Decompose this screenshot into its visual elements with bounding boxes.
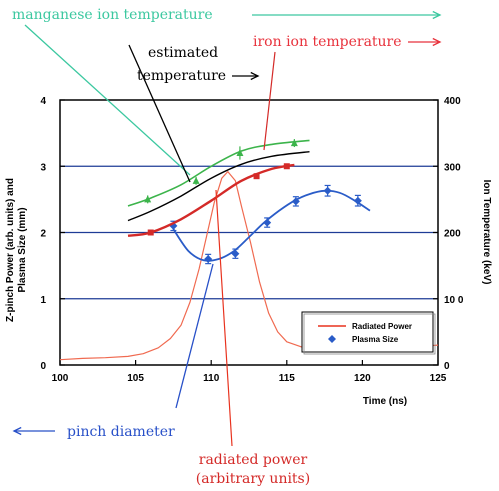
manganese-point-2 bbox=[236, 149, 244, 156]
annotation-estimated-leader bbox=[128, 44, 191, 183]
y-right-tick-label-0: 0 bbox=[444, 361, 450, 372]
y-right-tick-label-1: 10 0 bbox=[444, 295, 464, 306]
annotation-pinch-leader bbox=[175, 263, 214, 409]
annotation-manganese-text: manganese ion temperature bbox=[12, 7, 213, 23]
annotation-manganese-arrowhead bbox=[432, 10, 442, 20]
annotation-radiated-leader bbox=[215, 189, 233, 447]
x-tick-label-4: 120 bbox=[354, 373, 371, 384]
legend-plasma-size-swatch bbox=[328, 335, 336, 343]
x-tick-label-0: 100 bbox=[52, 373, 69, 384]
plasma-size-point-3 bbox=[263, 218, 272, 227]
iron-point-2 bbox=[283, 163, 290, 170]
plasma-size-point-1 bbox=[204, 255, 213, 263]
x-tick-label-1: 105 bbox=[127, 373, 144, 384]
manganese-point-3 bbox=[290, 139, 298, 147]
y-left-tick-label-3: 3 bbox=[40, 162, 46, 173]
y-left-tick-label-2: 2 bbox=[40, 229, 46, 240]
plasma-size-point-2 bbox=[231, 249, 240, 258]
x-tick-label-5: 125 bbox=[430, 373, 447, 384]
iron-point-0 bbox=[147, 229, 154, 236]
y-right-tick-label-4: 400 bbox=[444, 96, 461, 107]
annotation-estimated-text-line1: estimated bbox=[148, 45, 218, 61]
series-manganese-fit bbox=[127, 139, 310, 207]
legend-radiated-power-label: Radiated Power bbox=[352, 322, 412, 331]
annotation-pinch-text: pinch diameter bbox=[67, 424, 175, 440]
annotation-iron-leader bbox=[263, 51, 276, 151]
series-plasma-size-fit bbox=[172, 189, 371, 262]
y-left-axis-title-line2: Plasma Size (mm) bbox=[17, 207, 28, 292]
manganese-point-0 bbox=[144, 195, 152, 203]
series-estimated-temperature-line bbox=[127, 151, 310, 222]
annotation-radiated-text-line1: radiated power bbox=[199, 452, 308, 468]
annotation-estimated-text-line2: temperature bbox=[137, 68, 226, 84]
annotation-iron-arrowhead bbox=[432, 37, 442, 47]
plasma-size-point-6 bbox=[353, 196, 362, 205]
legend-shadow bbox=[303, 313, 436, 355]
x-tick-label-2: 110 bbox=[203, 373, 220, 384]
x-tick-label-3: 115 bbox=[279, 373, 296, 384]
y-right-tick-label-3: 300 bbox=[444, 162, 461, 173]
legend: Radiated Power Plasma Size bbox=[301, 311, 436, 355]
manganese-point-1 bbox=[192, 176, 200, 184]
y-right-axis-title: Ion Temperature (keV) bbox=[481, 180, 492, 285]
annotation-pinch-arrowhead bbox=[12, 426, 22, 436]
y-right-tick-label-2: 200 bbox=[444, 229, 461, 240]
y-left-tick-label-4: 4 bbox=[40, 96, 46, 107]
y-left-axis-title-line1: Z-pinch Power (arb. units) and bbox=[5, 178, 16, 322]
legend-box bbox=[301, 311, 434, 353]
annotation-manganese-leader bbox=[24, 24, 191, 176]
annotation-estimated-arrowhead bbox=[250, 71, 260, 81]
series-iron-fit bbox=[127, 163, 295, 237]
y-left-tick-label-1: 1 bbox=[40, 295, 46, 306]
legend-plasma-size-label: Plasma Size bbox=[352, 335, 399, 344]
annotation-radiated-text-line2: (arbitrary units) bbox=[196, 471, 310, 487]
plasma-size-point-5 bbox=[323, 186, 332, 195]
x-axis-title: Time (ns) bbox=[363, 396, 407, 407]
annotation-iron-text: iron ion temperature bbox=[253, 34, 402, 50]
y-left-tick-label-0: 0 bbox=[40, 361, 46, 372]
iron-point-1 bbox=[253, 173, 260, 180]
plasma-size-point-4 bbox=[291, 197, 300, 206]
